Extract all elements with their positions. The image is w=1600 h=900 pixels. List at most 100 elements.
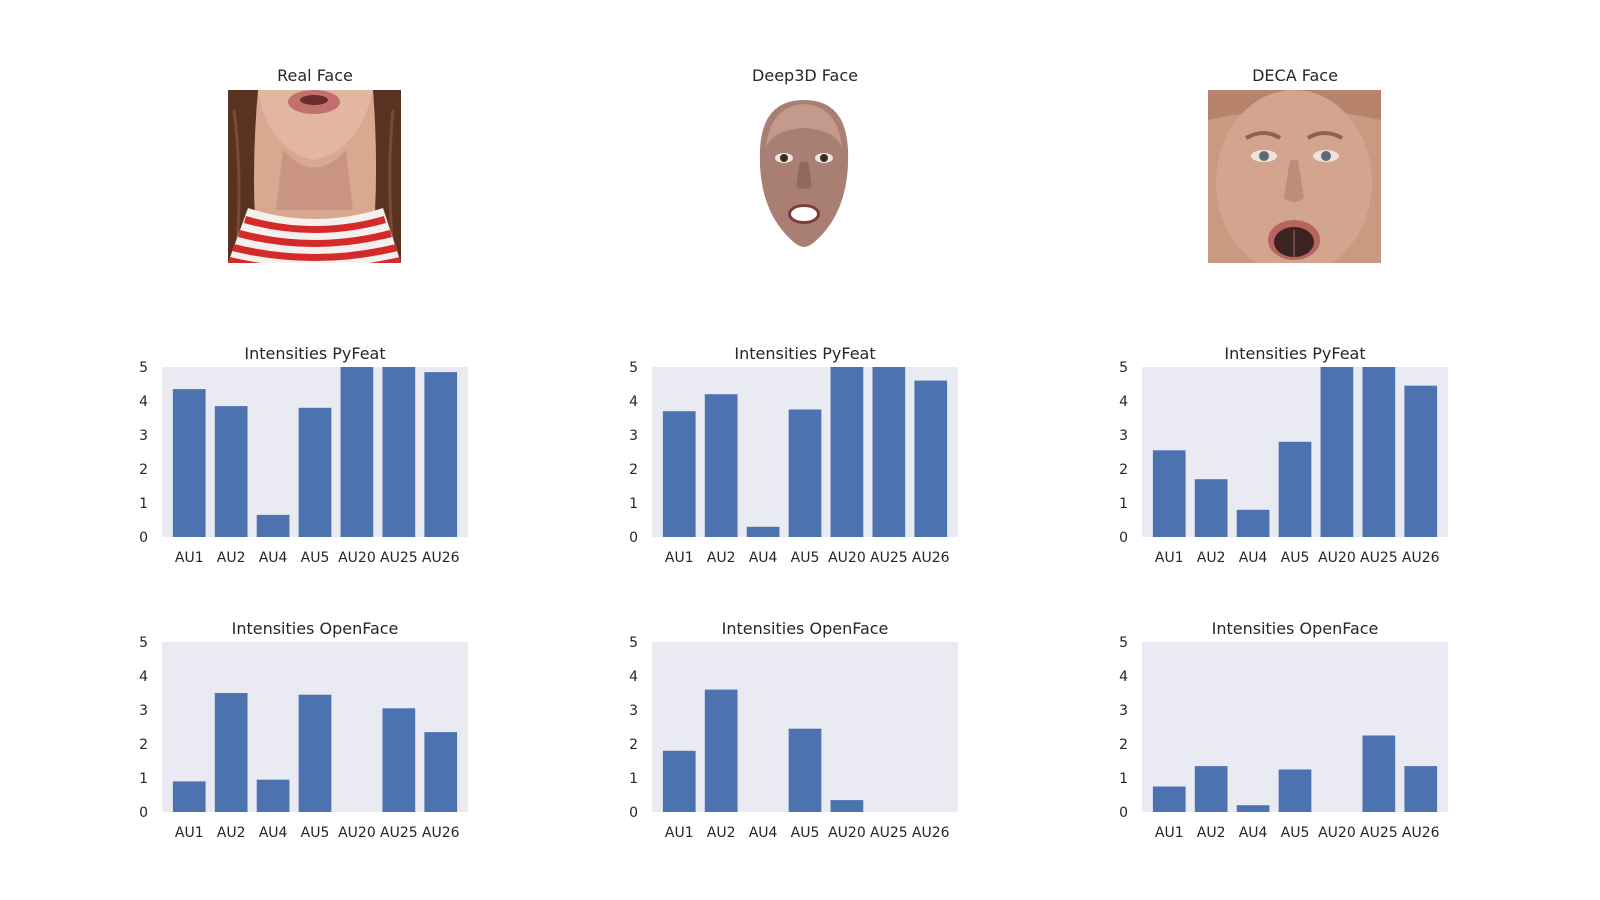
bar-au1 — [172, 781, 206, 812]
y-tick-label: 0 — [629, 805, 638, 821]
bar-au1 — [1152, 786, 1186, 812]
x-tick-label: AU1 — [665, 550, 694, 566]
bar-au2 — [1194, 479, 1228, 537]
x-tick-label: AU20 — [828, 825, 866, 841]
bar-au25 — [1362, 367, 1396, 537]
chart-6: Intensities OpenFace 0 1 2 3 4 5 AU1 AU2 AU4 AU5 AU… — [1119, 619, 1448, 841]
y-tick-label: 4 — [1119, 394, 1128, 410]
y-tick-label: 4 — [1119, 669, 1128, 685]
x-tick-label: AU2 — [707, 550, 736, 566]
bar-au20 — [830, 800, 864, 812]
y-tick-label: 4 — [139, 394, 148, 410]
y-tick-label: 2 — [139, 737, 148, 753]
bar-au5 — [788, 728, 822, 812]
bar-au2 — [1194, 766, 1228, 812]
bar-au20 — [1320, 367, 1354, 537]
bar-au2 — [704, 689, 738, 812]
x-tick-label: AU5 — [1281, 825, 1310, 841]
x-tick-label: AU26 — [422, 825, 460, 841]
chart-title: Intensities OpenFace — [1212, 619, 1379, 638]
x-tick-label: AU4 — [259, 825, 288, 841]
x-tick-label: AU2 — [1197, 825, 1226, 841]
y-tick-label: 1 — [1119, 496, 1128, 512]
chart-4: Intensities OpenFace 0 1 2 3 4 5 AU1 AU2 AU4 AU5 AU… — [139, 619, 468, 841]
y-tick-label: 1 — [629, 771, 638, 787]
bar-au2 — [214, 406, 248, 537]
deca-face-image — [1208, 90, 1381, 263]
y-tick-label: 0 — [139, 805, 148, 821]
x-tick-label: AU1 — [665, 825, 694, 841]
y-tick-label: 5 — [1119, 360, 1128, 376]
x-tick-label: AU20 — [828, 550, 866, 566]
x-tick-label: AU4 — [259, 550, 288, 566]
bar-au4 — [256, 779, 290, 812]
x-tick-label: AU25 — [870, 825, 908, 841]
bar-au25 — [872, 367, 906, 537]
y-tick-label: 0 — [139, 530, 148, 546]
x-tick-label: AU20 — [1318, 825, 1356, 841]
bar-au4 — [1236, 805, 1270, 812]
bar-au26 — [914, 380, 948, 537]
x-tick-label: AU25 — [380, 550, 418, 566]
y-tick-label: 1 — [629, 496, 638, 512]
chart-title: Intensities PyFeat — [1224, 344, 1365, 363]
y-tick-label: 0 — [629, 530, 638, 546]
x-tick-label: AU1 — [1155, 825, 1184, 841]
bar-au5 — [1278, 441, 1312, 537]
bar-au26 — [424, 732, 458, 812]
chart-title: Intensities OpenFace — [232, 619, 399, 638]
x-tick-label: AU26 — [912, 825, 950, 841]
deep3d-face-image — [718, 90, 891, 263]
x-tick-label: AU2 — [217, 825, 246, 841]
x-tick-label: AU5 — [301, 550, 330, 566]
x-tick-label: AU5 — [1281, 550, 1310, 566]
y-tick-label: 2 — [629, 462, 638, 478]
y-tick-label: 2 — [1119, 737, 1128, 753]
y-tick-label: 5 — [139, 635, 148, 651]
bar-au5 — [298, 407, 332, 537]
y-tick-label: 3 — [1119, 703, 1128, 719]
bar-au4 — [1236, 509, 1270, 537]
bar-au25 — [382, 708, 416, 812]
y-tick-label: 5 — [629, 360, 638, 376]
x-tick-label: AU26 — [1402, 550, 1440, 566]
y-tick-label: 1 — [139, 771, 148, 787]
bar-au1 — [1152, 450, 1186, 537]
x-tick-label: AU4 — [749, 825, 778, 841]
y-tick-label: 3 — [629, 428, 638, 444]
bar-au5 — [298, 694, 332, 812]
x-tick-label: AU25 — [870, 550, 908, 566]
bar-au25 — [1362, 735, 1396, 812]
bar-au5 — [1278, 769, 1312, 812]
bar-au25 — [382, 367, 416, 537]
bar-au2 — [214, 693, 248, 812]
y-tick-label: 3 — [139, 428, 148, 444]
x-tick-label: AU26 — [912, 550, 950, 566]
bar-au20 — [340, 367, 374, 537]
chart-title: Intensities OpenFace — [722, 619, 889, 638]
bar-au2 — [704, 394, 738, 537]
bar-au26 — [1404, 385, 1438, 537]
x-tick-label: AU25 — [1360, 550, 1398, 566]
y-tick-label: 4 — [629, 669, 638, 685]
y-tick-label: 1 — [1119, 771, 1128, 787]
x-tick-label: AU5 — [791, 550, 820, 566]
bar-au1 — [662, 411, 696, 537]
y-tick-label: 5 — [139, 360, 148, 376]
bar-au4 — [746, 526, 780, 537]
y-tick-label: 2 — [139, 462, 148, 478]
bar-au1 — [172, 389, 206, 537]
chart-3: Intensities PyFeat 0 1 2 3 4 5 AU1 AU2 AU4 AU5 AU20… — [1119, 344, 1448, 566]
y-tick-label: 3 — [139, 703, 148, 719]
real-face-image — [228, 90, 401, 263]
y-tick-label: 1 — [139, 496, 148, 512]
bar-au20 — [830, 367, 864, 537]
real-face-title: Real Face — [277, 66, 353, 85]
y-tick-label: 4 — [139, 669, 148, 685]
bar-au1 — [662, 750, 696, 812]
x-tick-label: AU20 — [338, 825, 376, 841]
x-tick-label: AU1 — [1155, 550, 1184, 566]
x-tick-label: AU4 — [1239, 550, 1268, 566]
x-tick-label: AU5 — [301, 825, 330, 841]
x-tick-label: AU4 — [749, 550, 778, 566]
